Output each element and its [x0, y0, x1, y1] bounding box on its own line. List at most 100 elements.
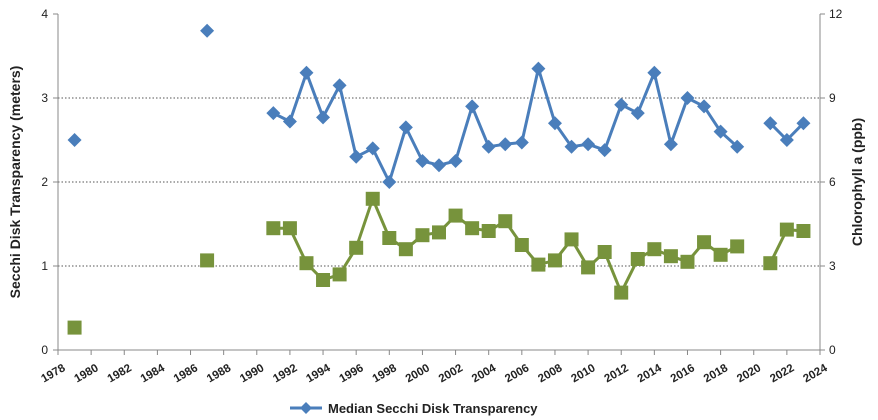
data-point-square [299, 256, 314, 271]
data-point-square [432, 225, 446, 240]
data-point-diamond [498, 137, 513, 152]
data-point-square [282, 221, 297, 236]
data-point-square [663, 249, 678, 264]
data-point-diamond [448, 154, 463, 168]
data-point-square [697, 235, 712, 250]
x-tick-label: 1996 [338, 362, 366, 385]
x-tick-label: 2000 [404, 362, 432, 385]
data-point-square [730, 239, 745, 254]
x-tick-label: 1992 [271, 362, 299, 385]
data-point-square [365, 191, 380, 206]
data-point-diamond [730, 139, 745, 154]
x-tick-label: 1980 [72, 362, 100, 385]
series-layer [67, 23, 811, 335]
data-point-diamond [382, 175, 397, 189]
left-tick-label: 4 [41, 7, 48, 21]
x-tick-label: 2014 [636, 362, 665, 385]
left-tick-label: 2 [41, 175, 48, 189]
data-point-diamond [200, 23, 215, 38]
legend-diamond-marker [300, 402, 312, 414]
x-tick-label: 2024 [801, 362, 830, 385]
x-tick-label: 2012 [603, 362, 631, 385]
data-point-square [448, 208, 463, 223]
data-point-square [415, 228, 430, 243]
data-point-square [514, 238, 529, 252]
x-tick-label: 2006 [503, 362, 531, 385]
data-point-square [498, 214, 513, 229]
right-tick-label: 12 [829, 7, 843, 21]
data-point-square [398, 242, 413, 257]
data-point-square [349, 240, 364, 255]
data-point-square [779, 222, 794, 237]
data-point-square [67, 320, 82, 335]
data-point-diamond [630, 106, 645, 121]
data-point-square [597, 245, 612, 259]
data-point-square [465, 221, 480, 236]
data-point-square [316, 273, 331, 287]
data-point-square [332, 267, 347, 282]
data-point-diamond [316, 110, 331, 125]
right-tick-label: 9 [829, 91, 836, 105]
data-point-diamond [564, 139, 579, 154]
left-tick-label: 0 [41, 343, 48, 357]
x-tick-label: 2002 [437, 362, 465, 385]
x-tick-label: 2008 [536, 362, 565, 385]
x-tick-label: 1994 [304, 362, 333, 385]
x-tick-label: 2004 [470, 362, 499, 385]
legend: Median Secchi Disk Transparency [290, 401, 538, 416]
data-point-diamond [398, 120, 413, 135]
data-point-diamond [67, 133, 82, 147]
right-tick-label: 0 [829, 343, 836, 357]
data-point-square [382, 231, 397, 245]
data-point-diamond [432, 158, 446, 173]
data-point-diamond [614, 97, 629, 112]
chlorophyll-series [67, 191, 811, 335]
data-point-square [763, 256, 778, 271]
data-point-diamond [680, 91, 695, 105]
data-point-square [481, 224, 496, 238]
data-point-diamond [481, 139, 496, 154]
data-point-square [796, 224, 811, 238]
data-point-square [200, 253, 215, 268]
data-point-diamond [465, 99, 480, 114]
x-tick-label: 1984 [139, 362, 168, 385]
data-point-diamond [597, 143, 612, 158]
data-point-square [630, 252, 645, 266]
x-tick-label: 1982 [106, 362, 134, 385]
data-point-square [547, 253, 562, 268]
x-tick-label: 2010 [569, 362, 597, 385]
data-point-diamond [547, 116, 562, 131]
data-point-diamond [663, 137, 678, 152]
data-point-square [614, 285, 629, 300]
data-point-square [564, 232, 579, 247]
x-tick-label: 1990 [238, 362, 266, 385]
data-point-diamond [713, 124, 728, 139]
x-ticks: 1978 1980 1982 1984 1986 1988 1990 1992 1994 1996… [39, 350, 830, 385]
data-point-diamond [266, 106, 281, 121]
data-point-diamond [299, 65, 314, 80]
data-point-diamond [365, 141, 380, 156]
x-tick-label: 2020 [735, 362, 763, 385]
right-tick-label: 3 [829, 259, 836, 273]
data-point-square [266, 221, 281, 236]
legend-label: Median Secchi Disk Transparency [328, 401, 538, 416]
left-tick-label: 3 [41, 91, 48, 105]
data-point-square [531, 257, 546, 272]
data-point-diamond [514, 135, 529, 150]
data-point-diamond [415, 154, 430, 168]
data-point-diamond [647, 65, 662, 80]
left-y-ticks: 0 1 2 3 4 [41, 7, 58, 357]
x-tick-label: 2018 [702, 362, 731, 385]
data-point-square [581, 260, 596, 275]
data-point-diamond [581, 137, 596, 152]
right-tick-label: 6 [829, 175, 836, 189]
data-point-diamond [282, 114, 297, 129]
x-tick-label: 1988 [205, 362, 234, 385]
secchi-series [67, 23, 811, 189]
x-tick-label: 1998 [371, 362, 400, 385]
left-y-axis-title: Secchi Disk Transparency (meters) [7, 66, 23, 299]
left-tick-label: 1 [41, 259, 48, 273]
x-tick-label: 2016 [669, 362, 697, 385]
data-point-square [647, 242, 662, 257]
